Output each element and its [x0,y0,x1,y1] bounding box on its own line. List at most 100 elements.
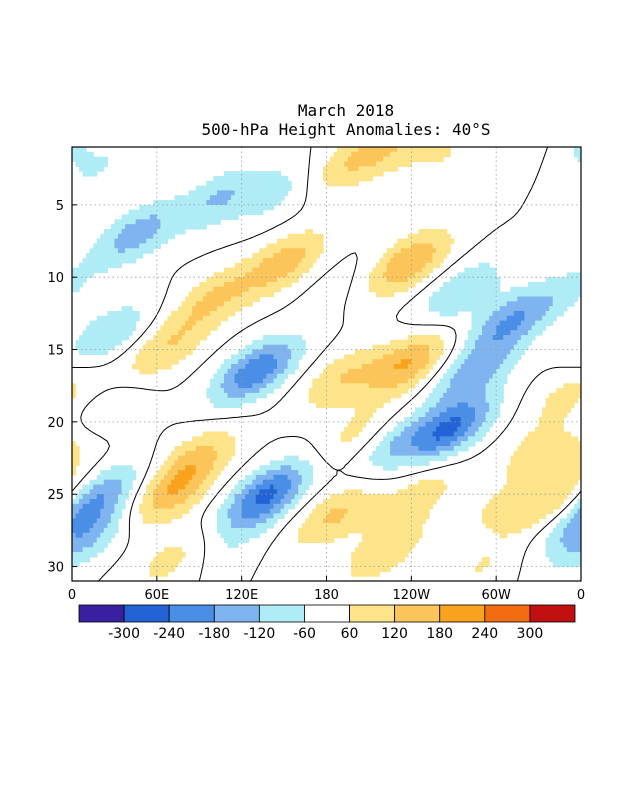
anomaly-cell [549,277,554,283]
anomaly-cell [72,388,77,394]
anomaly-cell [273,470,278,476]
anomaly-cell [227,180,232,187]
anomaly-cell [294,344,299,351]
anomaly-cell [188,204,193,211]
anomaly-cell [520,339,526,346]
anomaly-cell [471,407,476,413]
anomaly-cell [450,383,455,389]
anomaly-cell [570,277,575,283]
anomaly-cell [72,392,77,399]
anomaly-cell [361,421,366,428]
anomaly-cell [245,262,250,269]
anomaly-cell [453,378,458,384]
anomaly-cell [96,547,101,553]
anomaly-cell [252,489,257,495]
anomaly-cell [135,228,140,235]
anomaly-cell [139,224,144,230]
anomaly-cell [439,484,444,490]
anomaly-cell [474,417,480,423]
anomaly-cell [432,359,437,365]
anomaly-cell [178,455,183,462]
anomaly-cell [535,470,540,476]
anomaly-cell [379,494,384,500]
anomaly-cell [386,503,391,510]
anomaly-cell [199,335,204,341]
anomaly-cell [393,494,398,500]
anomaly-cell [273,262,278,269]
anomaly-cell [489,392,494,399]
anomaly-cell [524,441,529,447]
anomaly-cell [100,253,105,259]
anomaly-cell [418,373,423,380]
anomaly-cell [549,392,554,399]
anomaly-cell [284,503,289,510]
anomaly-cell [344,426,349,433]
anomaly-cell [474,354,480,360]
anomaly-cell [312,392,317,399]
anomaly-cell [223,286,229,293]
anomaly-cell [467,272,473,278]
anomaly-cell [100,470,105,476]
anomaly-cell [460,392,465,399]
anomaly-cell [358,392,363,399]
anomaly-cell [414,537,419,544]
anomaly-cell [252,262,257,269]
anomaly-cell [241,277,246,283]
anomaly-cell [107,330,112,336]
anomaly-cell [432,228,437,235]
anomaly-cell [524,436,529,442]
anomaly-cell [135,214,140,220]
anomaly-cell [178,489,183,495]
anomaly-cell [506,518,511,524]
anomaly-cell [114,527,119,534]
anomaly-cell [421,238,427,245]
anomaly-cell [375,455,381,462]
anomaly-cell [527,508,533,515]
anomaly-cell [368,503,374,510]
anomaly-cell [400,248,405,254]
anomaly-cell [262,489,268,495]
anomaly-cell [241,354,246,360]
anomaly-cell [513,518,518,524]
anomaly-cell [262,513,268,519]
anomaly-cell [354,180,359,187]
anomaly-cell [287,470,292,476]
anomaly-cell [510,518,515,524]
anomaly-cell [482,267,487,273]
anomaly-cell [559,537,564,544]
anomaly-cell [457,291,462,298]
anomaly-cell [510,465,515,471]
anomaly-cell [464,344,469,351]
anomaly-cell [103,161,108,167]
anomaly-cell [542,291,547,298]
anomaly-cell [326,368,331,375]
anomaly-cell [326,388,331,394]
anomaly-cell [178,344,183,351]
anomaly-cell [89,547,94,553]
anomaly-cell [517,315,522,322]
anomaly-cell [220,523,225,529]
anomaly-cell [245,474,250,481]
anomaly-cell [383,383,388,389]
anomaly-cell [411,253,416,259]
anomaly-cell [121,253,126,259]
anomaly-cell [354,494,359,500]
anomaly-cell [358,364,363,370]
anomaly-cell [305,460,310,466]
anomaly-cell [496,523,501,529]
anomaly-cell [379,392,384,399]
anomaly-cell [446,151,451,158]
anomaly-cell [245,359,250,365]
anomaly-cell [89,339,94,346]
anomaly-cell [312,523,317,529]
anomaly-cell [379,161,384,167]
anomaly-cell [390,359,395,365]
anomaly-cell [79,161,84,167]
anomaly-cell [527,315,533,322]
anomaly-cell [404,368,409,375]
anomaly-cell [153,228,158,235]
anomaly-cell [156,214,161,220]
anomaly-cell [298,484,303,490]
anomaly-cell [386,388,391,394]
anomaly-cell [411,238,416,245]
